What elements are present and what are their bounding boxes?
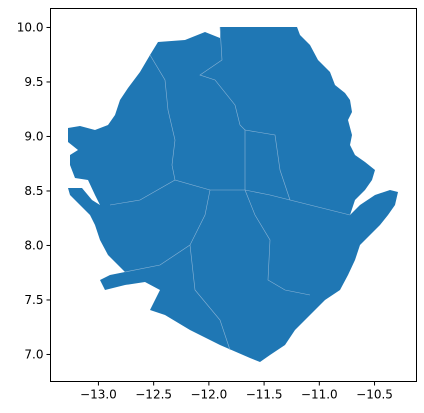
- x-tick-label: −12.5: [135, 388, 172, 402]
- region-fill: [68, 27, 398, 362]
- y-tick-label: 8.5: [24, 184, 43, 198]
- y-tick-label: 10.0: [17, 20, 44, 34]
- district-borders: [109, 26, 351, 351]
- y-tick-label: 8.0: [24, 238, 43, 252]
- x-tick-label: −13.0: [80, 388, 117, 402]
- x-tick-label: −12.0: [190, 388, 227, 402]
- axes-frame: [50, 8, 417, 382]
- y-tick-label: 7.5: [24, 293, 43, 307]
- y-tick-label: 9.5: [24, 75, 43, 89]
- y-tick-label: 9.0: [24, 129, 43, 143]
- x-tick-label: −11.5: [246, 388, 283, 402]
- x-tick-label: −10.5: [356, 388, 393, 402]
- y-tick-label: 7.0: [24, 347, 43, 361]
- country-shape: [68, 26, 398, 362]
- x-tick-label: −11.0: [301, 388, 338, 402]
